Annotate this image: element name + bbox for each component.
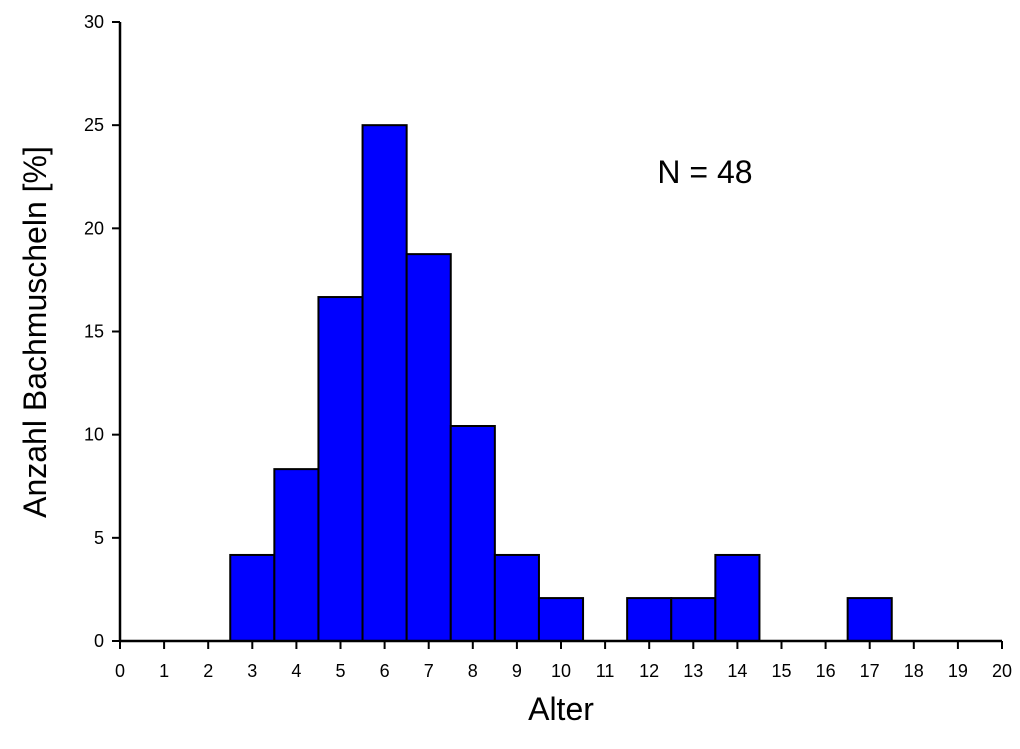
y-tick-label-0: 0 bbox=[94, 631, 104, 651]
x-tick-label-1: 1 bbox=[159, 661, 169, 681]
x-tick-label-11: 11 bbox=[596, 661, 615, 681]
y-tick-label-5: 5 bbox=[94, 528, 104, 548]
x-tick-label-17: 17 bbox=[860, 661, 880, 681]
axes-group bbox=[118, 22, 1002, 643]
x-tick-label-15: 15 bbox=[771, 661, 791, 681]
y-tick-label-15: 15 bbox=[84, 322, 104, 342]
bars-group bbox=[229, 124, 893, 642]
x-tick-label-20: 20 bbox=[992, 661, 1012, 681]
y-axis-title: Anzahl Bachmuscheln [%] bbox=[17, 146, 53, 518]
y-tick-label-10: 10 bbox=[84, 425, 104, 445]
x-tick-label-10: 10 bbox=[551, 661, 571, 681]
x-tick-label-16: 16 bbox=[816, 661, 836, 681]
x-tick-label-7: 7 bbox=[424, 661, 434, 681]
histogram-bar-9 bbox=[493, 553, 540, 642]
x-tick-label-5: 5 bbox=[335, 661, 345, 681]
x-tick-label-4: 4 bbox=[291, 661, 301, 681]
x-tick-label-9: 9 bbox=[512, 661, 522, 681]
x-axis-title: Alter bbox=[528, 691, 594, 727]
histogram-bar-6 bbox=[361, 124, 408, 642]
histogram-bar-4 bbox=[273, 468, 320, 642]
x-tick-label-8: 8 bbox=[468, 661, 478, 681]
y-tick-label-20: 20 bbox=[84, 218, 104, 238]
y-ticks-group: 0 5 10 15 20 25 30 bbox=[84, 12, 120, 651]
x-tick-label-12: 12 bbox=[639, 661, 659, 681]
histogram-bar-12 bbox=[626, 597, 673, 642]
x-tick-label-14: 14 bbox=[727, 661, 747, 681]
histogram-bar-5 bbox=[317, 296, 364, 642]
x-ticks-group: 0 1 2 3 4 5 6 7 8 9 10 11 12 13 14 15 16 17 18 19 20 bbox=[115, 641, 1012, 681]
sample-size-annotation: N = 48 bbox=[657, 154, 752, 190]
x-tick-label-3: 3 bbox=[247, 661, 257, 681]
histogram-bar-17 bbox=[846, 597, 893, 642]
histogram-bar-8 bbox=[449, 425, 496, 642]
x-tick-label-6: 6 bbox=[380, 661, 390, 681]
histogram-bar-7 bbox=[405, 253, 452, 642]
y-tick-label-30: 30 bbox=[84, 12, 104, 32]
x-tick-label-13: 13 bbox=[683, 661, 703, 681]
histogram-bar-13 bbox=[670, 597, 717, 642]
x-tick-label-19: 19 bbox=[948, 661, 968, 681]
x-tick-label-18: 18 bbox=[904, 661, 924, 681]
y-tick-label-25: 25 bbox=[84, 115, 104, 135]
histogram-bar-14 bbox=[714, 553, 761, 642]
x-tick-label-2: 2 bbox=[203, 661, 213, 681]
histogram-bar-10 bbox=[537, 597, 585, 642]
histogram-bar-3 bbox=[229, 553, 276, 642]
x-tick-label-0: 0 bbox=[115, 661, 125, 681]
